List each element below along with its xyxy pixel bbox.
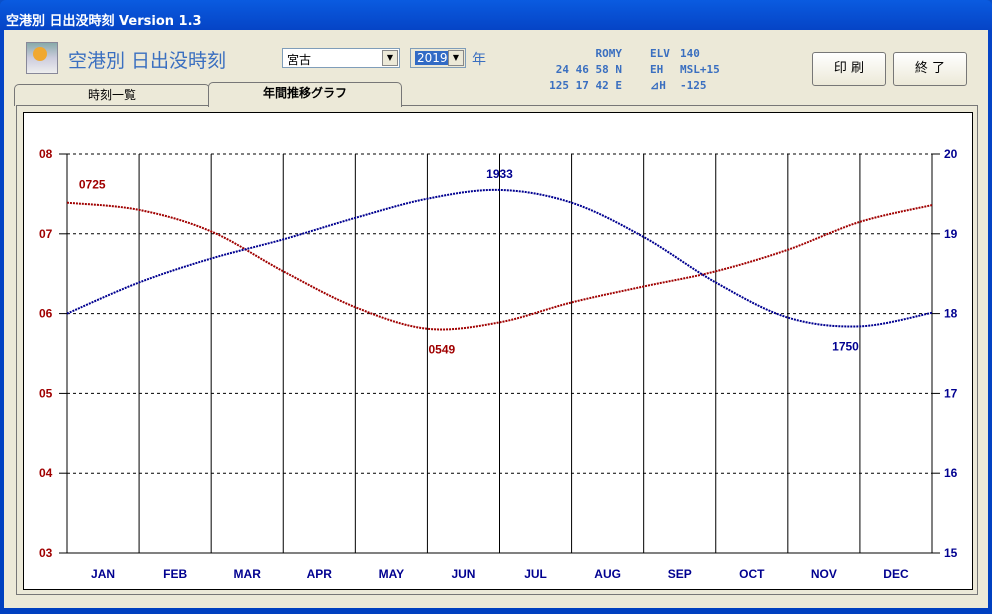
y-left-tick-label: 06 [39, 307, 53, 321]
chart-area: 03 15 04 16 05 17 06 18 07 19 08 20 JAN FEB MAR APR MAY J… [23, 112, 973, 590]
elevation-values: 140 MSL+15 -125 [680, 46, 740, 94]
app-title: 空港別 日出没時刻 [68, 50, 227, 72]
sunrise-sunset-chart: 03 15 04 16 05 17 06 18 07 19 08 20 JAN FEB MAR APR MAY J… [39, 147, 958, 581]
sunrise-line [66, 201, 933, 331]
sunset-line [66, 188, 933, 328]
x-tick-label: OCT [739, 567, 765, 581]
x-tick-label: MAR [234, 567, 262, 581]
x-tick-label: FEB [163, 567, 187, 581]
year-select[interactable]: 2019 ▼ [410, 48, 466, 68]
y-right-tick-label: 20 [944, 147, 958, 161]
chevron-down-icon[interactable]: ▼ [382, 50, 398, 66]
airport-select-value: 宮古 [287, 53, 312, 67]
latitude: 24 46 58 N [555, 63, 622, 76]
window-title: 空港別 日出没時刻 Version 1.3 [6, 14, 202, 29]
graph-panel: 03 15 04 16 05 17 06 18 07 19 08 20 JAN FEB MAR APR MAY J… [16, 105, 978, 595]
x-tick-label: JAN [91, 567, 115, 581]
y-left-tick-label: 07 [39, 227, 53, 241]
tab-annual-graph[interactable]: 年間推移グラフ [208, 82, 402, 107]
dh-label: ⊿H [650, 79, 666, 92]
elv-label: ELV [650, 47, 670, 60]
x-tick-label: SEP [668, 567, 692, 581]
chevron-down-icon[interactable]: ▼ [448, 50, 464, 66]
x-tick-label: DEC [883, 567, 909, 581]
eh-value: MSL+15 [680, 63, 720, 76]
y-left-tick-label: 04 [39, 466, 53, 480]
x-tick-label: JUL [524, 567, 547, 581]
year-unit: 年 [472, 52, 486, 68]
airport-coords: ROMY 24 46 58 N 125 17 42 E [540, 46, 622, 94]
y-right-tick-label: 18 [944, 307, 958, 321]
y-right-tick-label: 17 [944, 386, 958, 400]
x-tick-label: AUG [594, 567, 621, 581]
x-tick-label: NOV [811, 567, 837, 581]
data-label: 1750 [832, 339, 859, 353]
y-right-tick-label: 16 [944, 466, 958, 480]
elevation-labels: ELV EH ⊿H [650, 46, 684, 94]
airport-code: ROMY [595, 47, 623, 60]
tab-time-list[interactable]: 時刻一覧 [14, 84, 210, 106]
print-button[interactable]: 印 刷 [812, 52, 886, 86]
longitude: 125 17 42 E [549, 79, 622, 92]
data-label: 0725 [79, 177, 106, 191]
exit-button[interactable]: 終 了 [893, 52, 967, 86]
y-left-tick-label: 03 [39, 546, 53, 560]
x-tick-label: APR [307, 567, 333, 581]
airport-select[interactable]: 宮古 ▼ [282, 48, 400, 68]
data-label: 1933 [486, 167, 513, 181]
elv-value: 140 [680, 47, 700, 60]
y-right-tick-label: 19 [944, 227, 958, 241]
data-label: 0549 [428, 343, 455, 357]
eh-label: EH [650, 63, 664, 76]
y-left-tick-label: 05 [39, 386, 53, 400]
y-right-tick-label: 15 [944, 546, 958, 560]
dh-value: -125 [680, 79, 707, 92]
client-area: 空港別 日出没時刻 宮古 ▼ 2019 ▼ 年 ROMY 24 46 58 N 12… [4, 30, 988, 608]
x-tick-label: JUN [451, 567, 475, 581]
x-tick-label: MAY [379, 567, 405, 581]
year-select-value: 2019 [415, 51, 450, 65]
y-left-tick-label: 08 [39, 147, 53, 161]
sun-cloud-logo-icon [26, 42, 58, 74]
